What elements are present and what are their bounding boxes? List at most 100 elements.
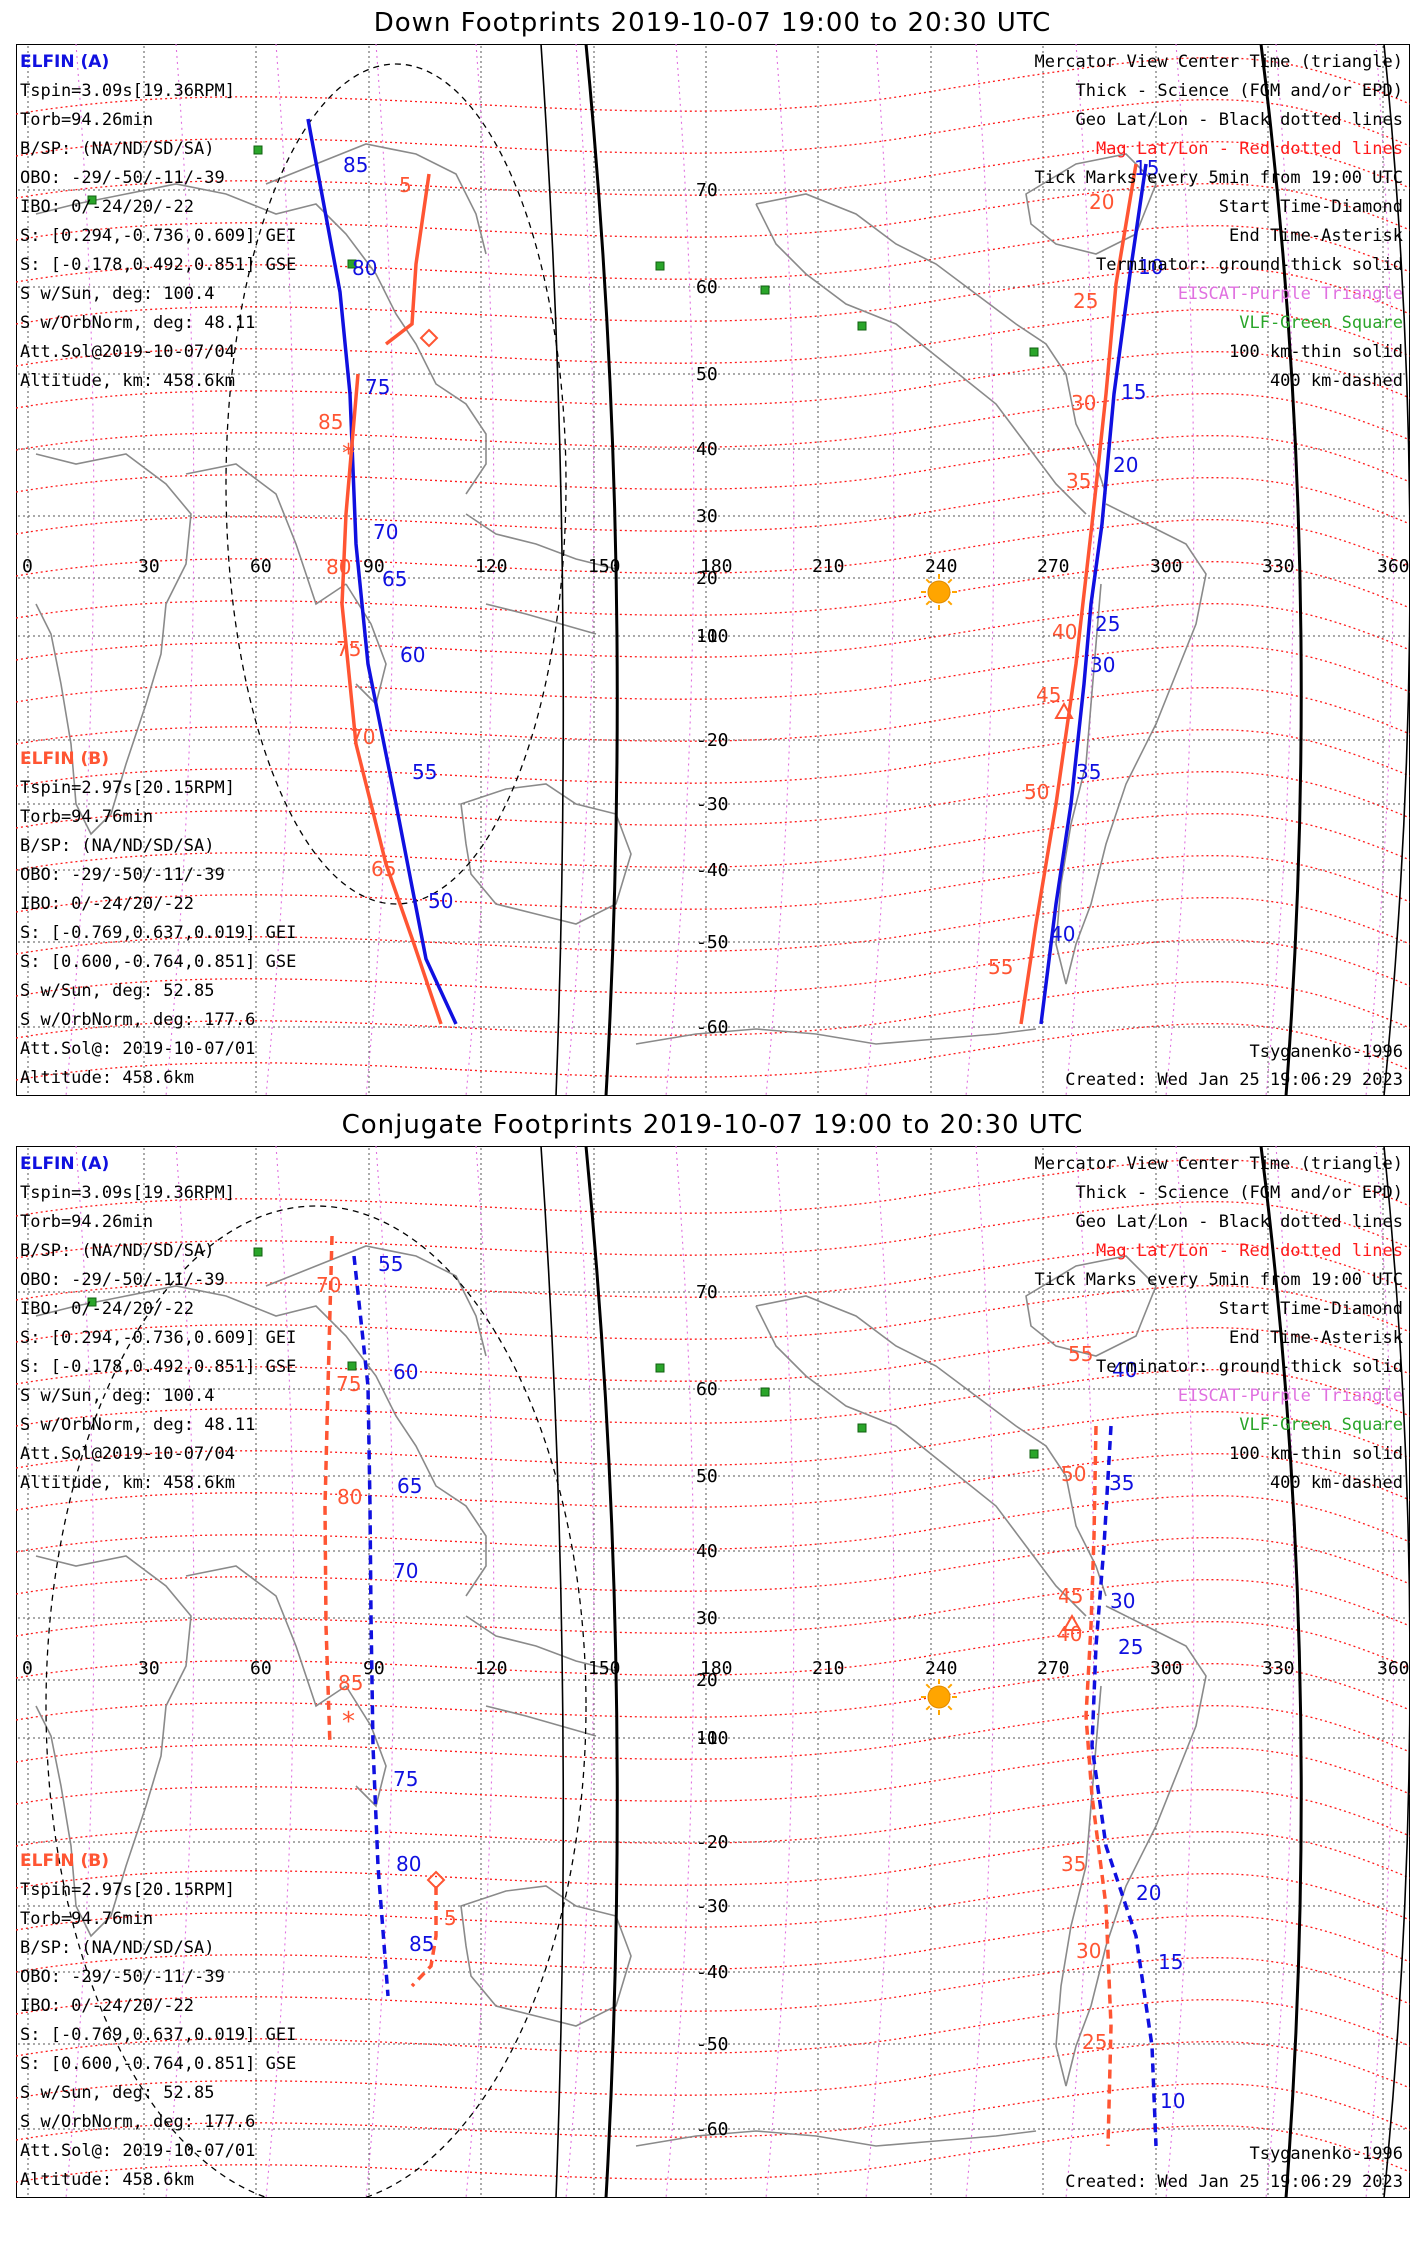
geo-lon-tick-label: 60: [250, 556, 272, 577]
terminator-ground-line: [584, 1146, 619, 2198]
terminator-100km-line: [540, 1146, 565, 2198]
coastline-path: [35, 1555, 192, 1938]
geo-lon-tick-label: 90: [363, 556, 385, 577]
start-diamond-icon: [419, 328, 439, 348]
legend-item: Terminator: ground-thick solid: [1095, 255, 1403, 275]
elfin-b-time-label: 55: [988, 955, 1013, 979]
info-line: B/SP: (NA/ND/SD/SA): [20, 1241, 215, 1261]
geo-lat-tick-label: -20: [696, 730, 729, 751]
end-asterisk-icon: *: [342, 1707, 355, 1737]
coastline-path: [465, 1615, 617, 1672]
elfin-b-time-label: 30: [1071, 391, 1096, 415]
mag-lat-gridline: [16, 1747, 1410, 1805]
coastline-path: [265, 143, 487, 255]
elfin-b-track: [1019, 163, 1138, 1025]
legend-item: 100 km-thin solid: [1229, 342, 1403, 362]
start-diamond-icon: [426, 1870, 446, 1890]
geo-lon-tick-label: 360: [1377, 1658, 1410, 1679]
coastlines: [35, 1245, 1207, 2147]
sun-ray: [947, 1683, 953, 1689]
elfin-a-time-label: 85: [343, 153, 368, 177]
info-line: IBO: 0/-24/20/-22: [20, 1299, 194, 1319]
elfin-b-info: ELFIN (B) Tspin=2.97s[20.15RPM] Torb=94.…: [20, 745, 296, 1093]
elfin-a-time-label: 55: [378, 1252, 403, 1276]
elfin-a-time-label: 70: [373, 520, 398, 544]
info-line: Torb=94.26min: [20, 110, 154, 130]
legend-item: Mercator View Center Time (triangle): [1034, 52, 1403, 72]
geo-lon-tick-label: 120: [475, 556, 508, 577]
info-line: S: [-0.769,0.637,0.019] GEI: [20, 2025, 297, 2045]
coastline-path: [465, 513, 617, 570]
info-line: Att.Sol@2019-10-07/04: [20, 342, 235, 362]
geo-lon-tick-label: 360: [1377, 556, 1410, 577]
info-line: OBO: -29/-50/-11/-39: [20, 1967, 225, 1987]
geo-lon-tick-label: 330: [1262, 556, 1295, 577]
elfin-b-time-label: 45: [1058, 1584, 1083, 1608]
elfin-a-info: ELFIN (A) Tspin=3.09s[19.36RPM] Torb=94.…: [20, 48, 296, 396]
legend-item: 100 km-thin solid: [1229, 1444, 1403, 1464]
sun-ray: [947, 600, 953, 606]
info-line: OBO: -29/-50/-11/-39: [20, 1270, 225, 1290]
sun-ray: [925, 600, 931, 606]
info-line: S w/OrbNorm, deg: 177.6: [20, 1010, 256, 1030]
coastline-path: [1025, 1255, 1157, 1357]
geo-lon-tick-label: 270: [1037, 1658, 1070, 1679]
legend-item: Tick Marks every 5min from 19:00 UTC: [1034, 168, 1403, 188]
info-line: S: [0.600,-0.764,0.851] GSE: [20, 2054, 297, 2074]
terminator-100km-line: [540, 44, 565, 1096]
elfin-a-track: [1039, 163, 1148, 1025]
end-asterisk-icon: *: [342, 439, 355, 469]
terminator-100km-line: [1383, 1146, 1410, 2198]
geo-lon-tick-label: 180: [700, 556, 733, 577]
mag-lon-gridline: [665, 1146, 695, 2198]
terminator-ground-line: [1259, 1146, 1303, 2198]
info-line: Altitude, km: 458.6km: [20, 1473, 235, 1493]
mag-lat-gridline: [16, 645, 1410, 703]
elfin-b-info: ELFIN (B) Tspin=2.97s[20.15RPM] Torb=94.…: [20, 1847, 296, 2195]
elfin-b-time-label: 40: [1052, 620, 1077, 644]
sun-ray: [947, 578, 953, 584]
elfin-a-time-label: 25: [1118, 1635, 1143, 1659]
legend-item: Start Time-Diamond: [1218, 1299, 1403, 1319]
elfin-b-time-label: 50: [1061, 1462, 1086, 1486]
panel-title: Conjugate Footprints 2019-10-07 19:00 to…: [341, 1110, 1084, 1140]
geo-lat-tick-label: -30: [696, 1896, 729, 1917]
coastline-path: [185, 463, 347, 606]
coastline-path: [185, 1565, 347, 1708]
elfin-b-time-label: 25: [1073, 289, 1098, 313]
legend-item: Mag Lat/Lon - Red dotted lines: [1095, 139, 1403, 159]
info-line: S w/Sun, deg: 52.85: [20, 981, 215, 1001]
vlf-square-icon: [87, 195, 97, 205]
legend-item: Geo Lat/Lon - Black dotted lines: [1075, 1212, 1403, 1232]
geo-lat-tick-label: -50: [696, 932, 729, 953]
geo-lon-tick-label: 180: [700, 1658, 733, 1679]
legend-item: Terminator: ground-thick solid: [1095, 1357, 1403, 1377]
elfin-b-track: [340, 373, 443, 1025]
info-line: Att.Sol@: 2019-10-07/01: [20, 1039, 256, 1059]
coastline-path: [345, 1685, 387, 1808]
elfin-b-time-label: 5: [444, 1906, 457, 1930]
coastline-path: [755, 203, 1087, 515]
geo-lat-tick-label: 30: [696, 1608, 718, 1629]
elfin-a-time-label: 70: [393, 1559, 418, 1583]
elfin-a-time-label: 40: [1050, 922, 1075, 946]
info-line: OBO: -29/-50/-11/-39: [20, 865, 225, 885]
info-line: S w/OrbNorm, deg: 48.11: [20, 313, 256, 333]
info-line: S: [-0.769,0.637,0.019] GEI: [20, 923, 297, 943]
geo-lon-tick-label: 330: [1262, 1658, 1295, 1679]
geo-lat-tick-label: 60: [696, 1379, 718, 1400]
legend-item: EISCAT-Purple Triangle: [1177, 1386, 1403, 1406]
info-line: S w/OrbNorm, deg: 177.6: [20, 2112, 256, 2132]
elfin-a-time-label: 20: [1136, 1881, 1161, 1905]
geo-lon-tick-label: 60: [250, 1658, 272, 1679]
legend-item: Thick - Science (FGM and/or EPD): [1075, 81, 1403, 101]
geo-lat-tick-label: -50: [696, 2034, 729, 2055]
geo-lat-tick-label: -60: [696, 2119, 729, 2140]
info-line: Tspin=3.09s[19.36RPM]: [20, 81, 235, 101]
created-timestamp: Created: Wed Jan 25 19:06:29 2023: [1065, 2172, 1403, 2192]
geo-lat-tick-label: 20: [696, 1670, 718, 1691]
vlf-square-icon: [655, 261, 665, 271]
elfin-a-time-label: 65: [397, 1474, 422, 1498]
elfin-a-time-label: 30: [1110, 1589, 1135, 1613]
info-line: Torb=94.76min: [20, 807, 154, 827]
